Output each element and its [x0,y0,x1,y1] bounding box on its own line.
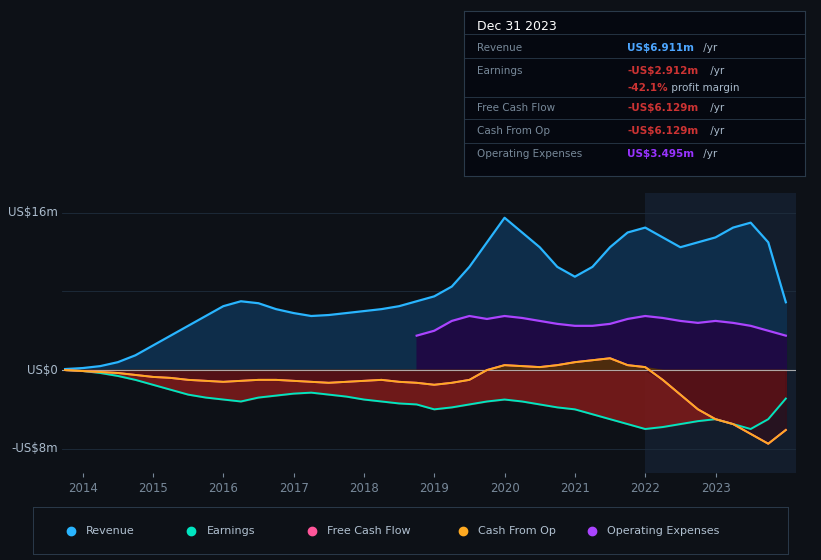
Text: Operating Expenses: Operating Expenses [607,526,719,535]
Text: Cash From Op: Cash From Op [478,126,551,136]
Text: -42.1%: -42.1% [627,83,668,93]
Text: Operating Expenses: Operating Expenses [478,149,583,159]
Text: Revenue: Revenue [85,526,135,535]
Text: -US$6.129m: -US$6.129m [627,103,699,113]
Text: Revenue: Revenue [478,43,523,53]
Text: /yr: /yr [708,67,725,77]
Bar [645,193,796,473]
Text: US$6.911m: US$6.911m [627,43,695,53]
Text: Earnings: Earnings [478,67,523,77]
Text: profit margin: profit margin [668,83,740,93]
Text: Free Cash Flow: Free Cash Flow [328,526,411,535]
Text: -US$2.912m: -US$2.912m [627,67,699,77]
Text: /yr: /yr [700,149,718,159]
Text: Free Cash Flow: Free Cash Flow [478,103,556,113]
Text: Dec 31 2023: Dec 31 2023 [478,20,557,32]
Text: -US$8m: -US$8m [11,442,58,455]
Text: Earnings: Earnings [207,526,255,535]
Text: US$3.495m: US$3.495m [627,149,695,159]
Text: Cash From Op: Cash From Op [479,526,557,535]
Text: /yr: /yr [700,43,718,53]
Text: US$0: US$0 [27,363,58,376]
Text: US$16m: US$16m [8,206,58,220]
Text: /yr: /yr [708,126,725,136]
Text: /yr: /yr [708,103,725,113]
Text: -US$6.129m: -US$6.129m [627,126,699,136]
